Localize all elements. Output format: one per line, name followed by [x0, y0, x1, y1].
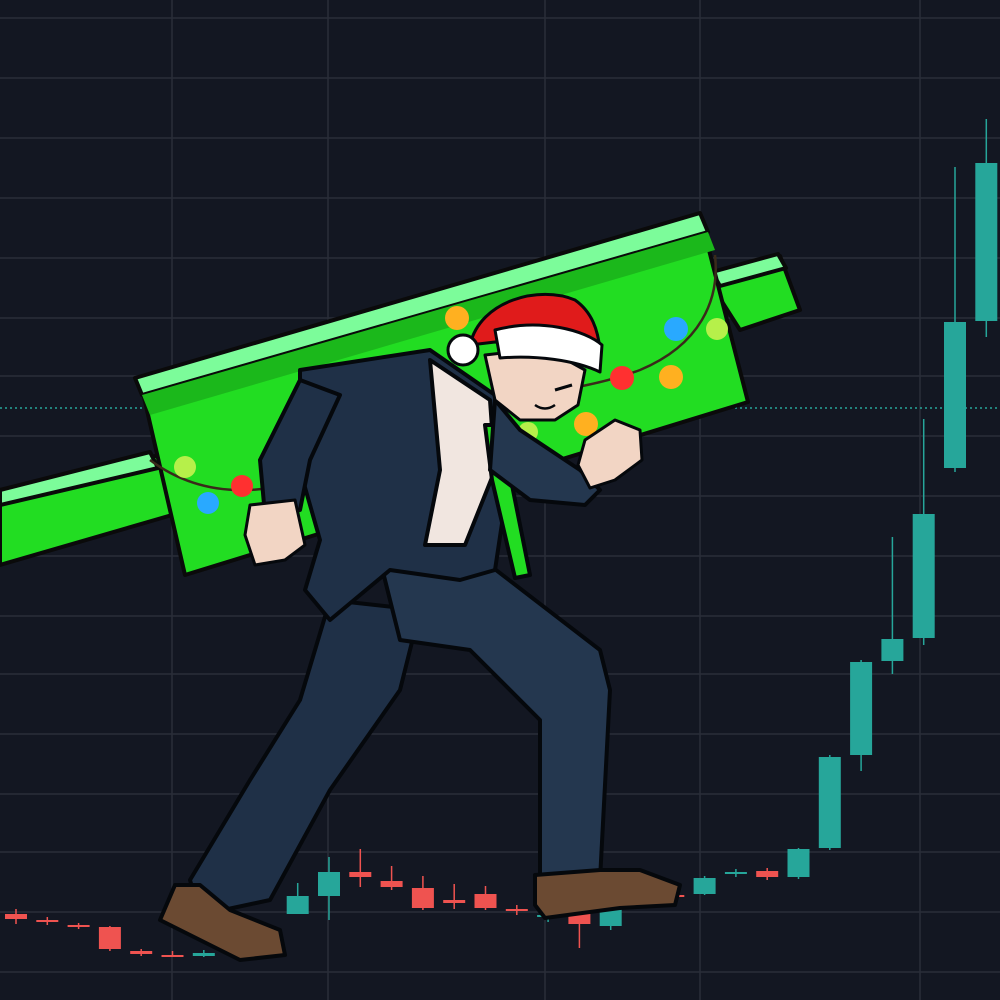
- candle-body: [505, 909, 528, 911]
- candle-bearish: [98, 926, 121, 951]
- shoes: [158, 868, 682, 962]
- hands: [243, 418, 644, 567]
- candle-wick-lower-top: [0, 450, 160, 507]
- candle-body: [411, 888, 434, 908]
- candle-body: [975, 163, 998, 321]
- candle-body: [36, 920, 59, 922]
- light-bulb: [231, 475, 253, 497]
- light-bulb: [445, 306, 469, 330]
- santa-hat: [446, 292, 604, 374]
- candle-body: [693, 878, 716, 894]
- candle-bearish: [349, 849, 372, 887]
- back-arm: [258, 378, 342, 517]
- candle-body: [912, 514, 935, 638]
- candle-body: [130, 951, 153, 954]
- back-hand: [243, 498, 307, 567]
- candle-body: [474, 894, 497, 908]
- candle-body: [161, 955, 184, 957]
- candle-body-shade: [142, 232, 715, 415]
- jacket: [258, 348, 602, 622]
- hat-pompom: [446, 333, 480, 367]
- candle-body: [818, 757, 841, 848]
- closed-eye: [554, 383, 573, 392]
- candle-bearish: [756, 868, 779, 880]
- candle-bullish: [944, 167, 966, 472]
- candle-bearish: [130, 949, 153, 956]
- candle-bullish: [192, 950, 215, 957]
- smile: [534, 403, 556, 410]
- candle-bearish: [380, 866, 403, 890]
- front-arm: [488, 398, 602, 507]
- candle-body: [850, 662, 873, 755]
- candle-bearish: [505, 905, 528, 915]
- candle-bullish: [693, 876, 716, 895]
- hat-brim: [493, 323, 604, 374]
- candle-body: [756, 871, 779, 877]
- businessman-illustration: [0, 211, 802, 962]
- light-bulb: [610, 366, 634, 390]
- light-bulb: [706, 318, 728, 340]
- candle-body: [944, 322, 966, 468]
- candle-bullish: [975, 119, 998, 337]
- light-bulb: [197, 492, 219, 514]
- candle-bullish: [850, 660, 873, 771]
- back-leg: [188, 598, 422, 917]
- candle-body: [443, 900, 466, 903]
- candle-bullish: [818, 755, 841, 850]
- candle-bullish: [912, 419, 935, 645]
- candle-body: [724, 872, 747, 874]
- candle-body: [349, 872, 372, 877]
- candle-bearish: [411, 876, 434, 910]
- light-bulb: [574, 412, 598, 436]
- candle-bullish: [286, 883, 309, 914]
- candle-bullish: [724, 869, 747, 877]
- back-shoe: [158, 883, 287, 962]
- candle-body: [5, 914, 27, 919]
- light-bulb: [174, 456, 196, 478]
- front-shoe: [533, 868, 682, 920]
- candle-body: [192, 953, 215, 956]
- candle-bearish: [443, 884, 466, 909]
- candle-bearish: [5, 909, 27, 924]
- front-hand: [576, 418, 644, 490]
- candle-bullish: [787, 848, 810, 879]
- light-bulb: [664, 317, 688, 341]
- candle-body: [98, 927, 121, 949]
- candle-bearish: [36, 917, 59, 925]
- candle-bearish: [67, 923, 90, 929]
- candle-body: [881, 639, 904, 661]
- candle-body: [787, 849, 810, 877]
- candle-bullish: [881, 537, 904, 674]
- shirt-front: [423, 358, 497, 547]
- candle-body: [380, 881, 403, 887]
- light-bulb: [659, 365, 683, 389]
- candle-bearish: [161, 951, 184, 957]
- candle-bearish: [474, 886, 497, 910]
- candle-body: [286, 896, 309, 914]
- candle-bullish: [318, 857, 340, 920]
- candle-body: [318, 872, 340, 896]
- candle-body: [67, 925, 90, 927]
